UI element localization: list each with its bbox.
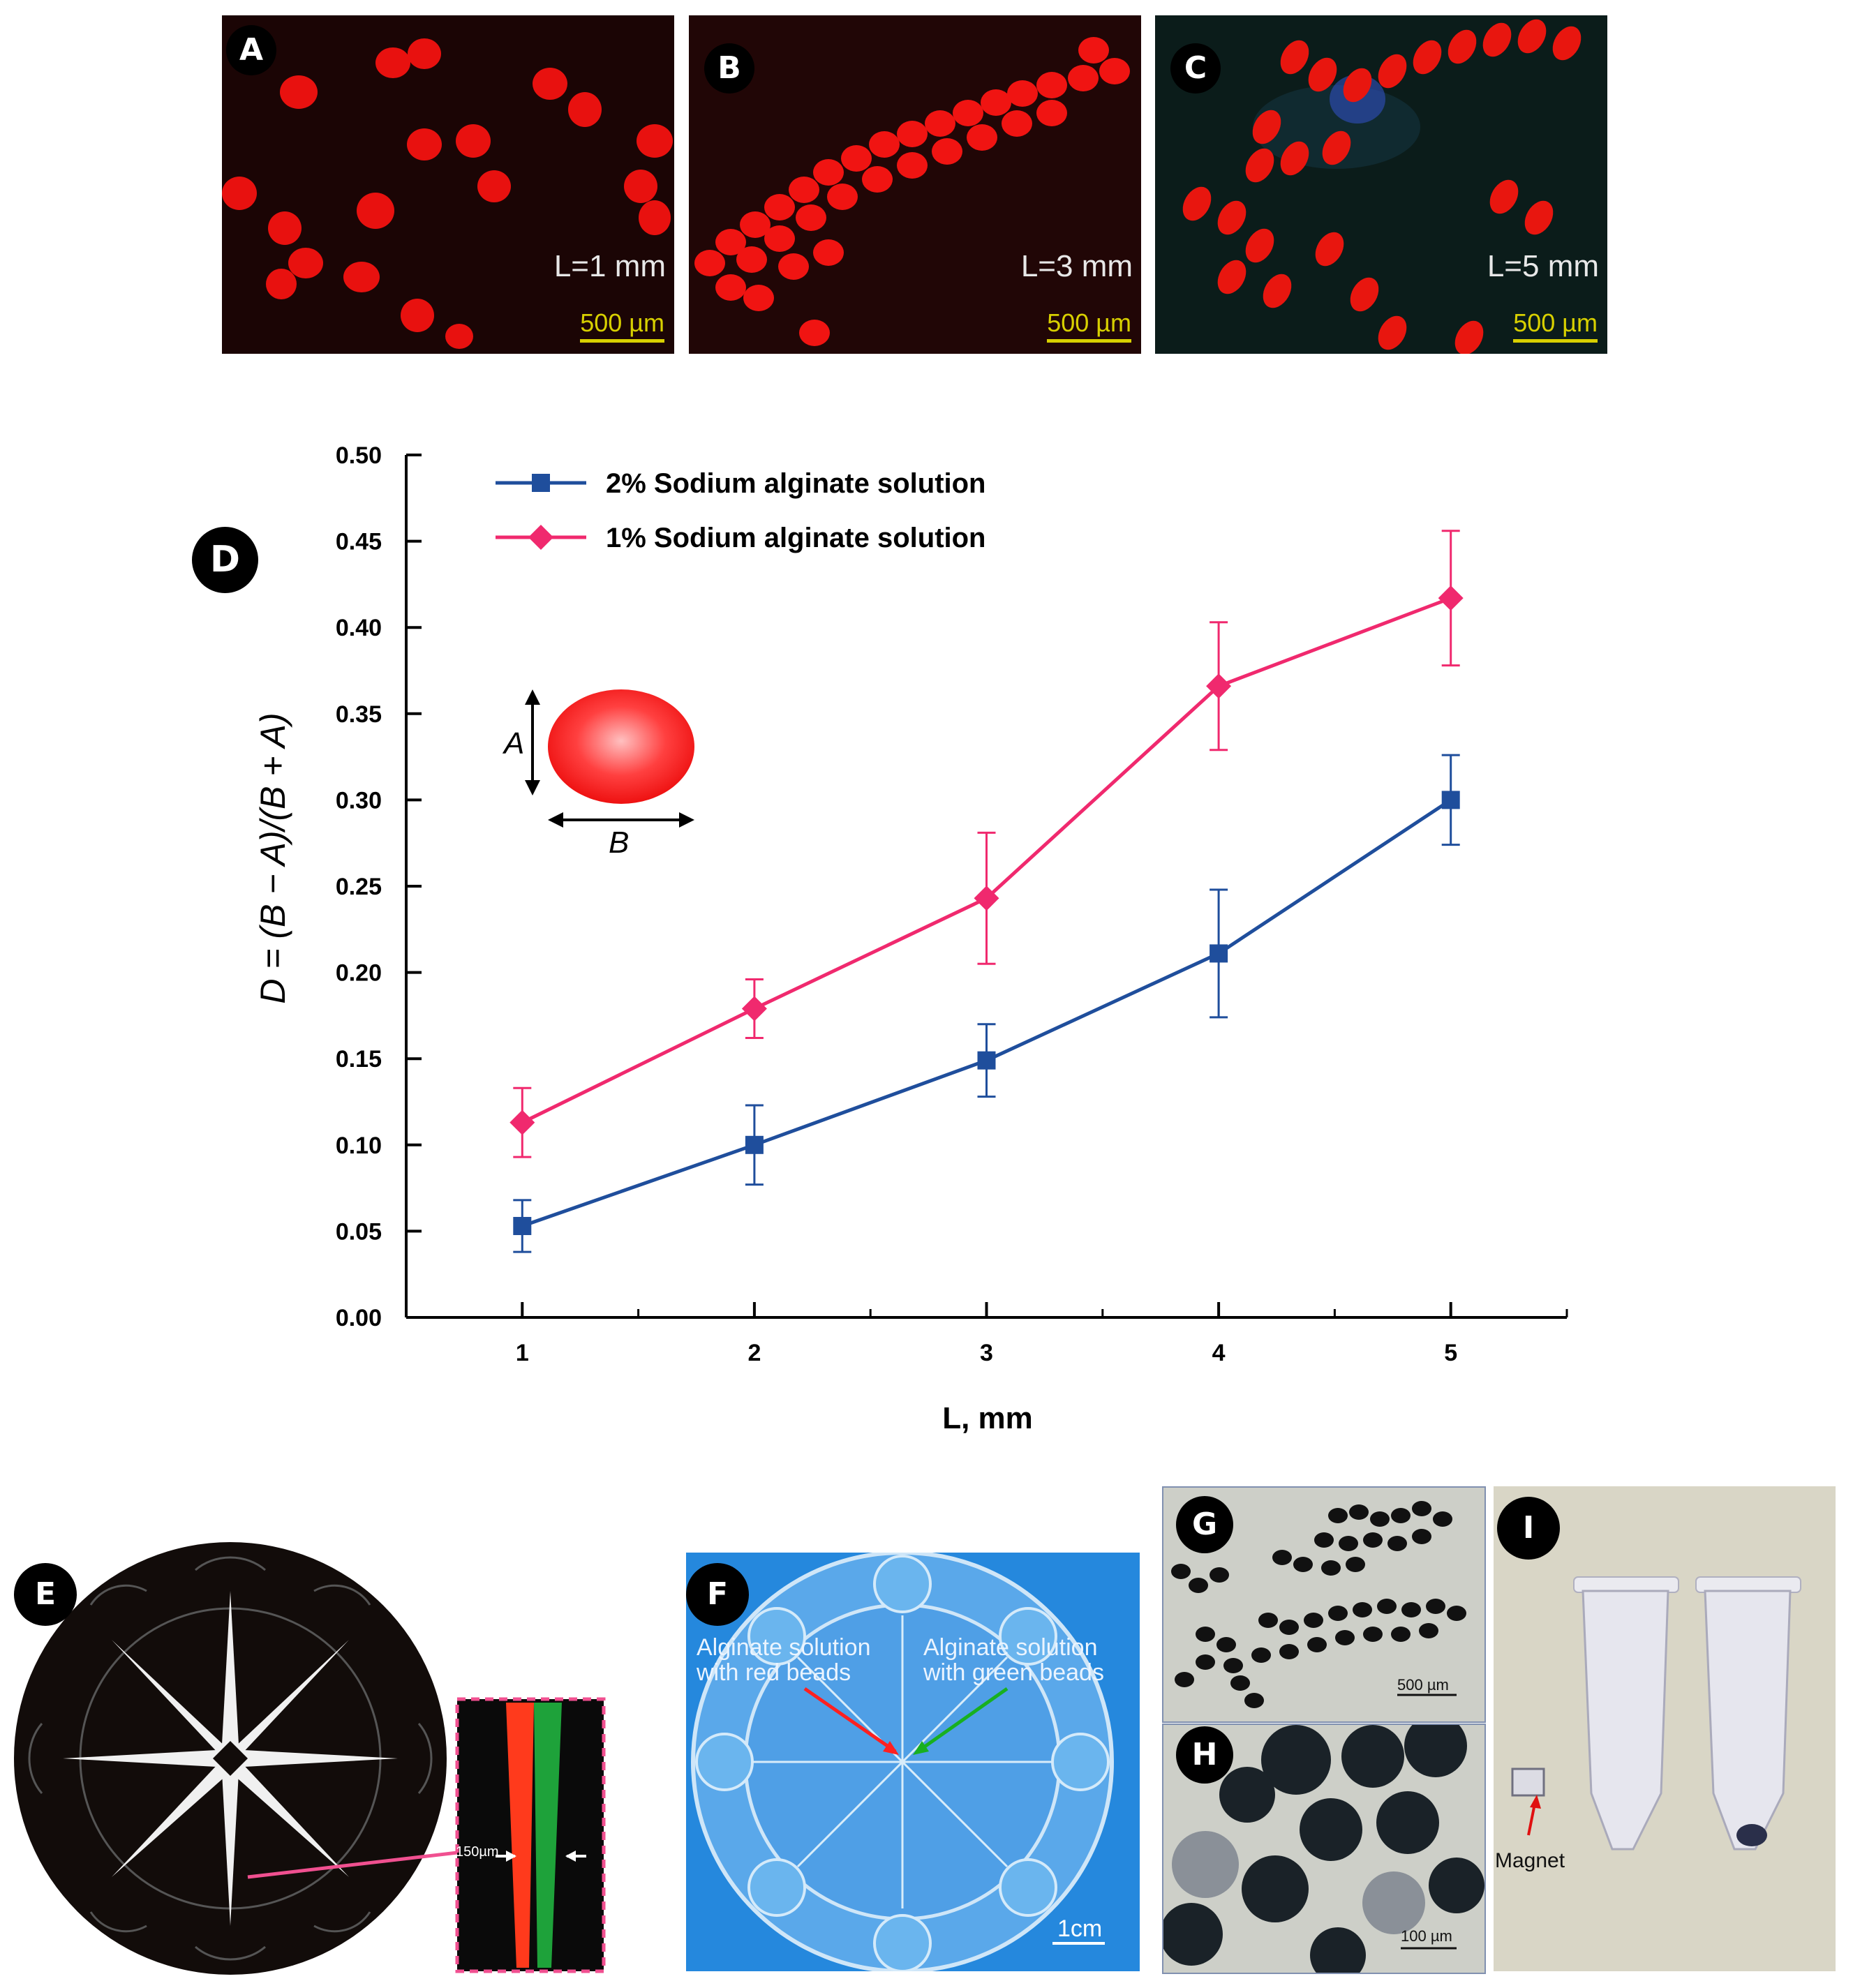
- legend-marker: [528, 525, 553, 550]
- y-tick-label: 0.05: [336, 1218, 382, 1245]
- micrograph-c: C L=5 mm 500 µm: [1155, 15, 1607, 354]
- legend-marker: [532, 474, 550, 492]
- y-tick-label: 0.10: [336, 1133, 382, 1159]
- panel-badge-d: D: [192, 527, 258, 593]
- red-beads-image-c: [1155, 15, 1607, 354]
- panel-badge-f: F: [686, 1563, 749, 1626]
- inset-label-a: A: [502, 726, 524, 761]
- chart-series: [509, 530, 1464, 1253]
- red-beads-image-a: [222, 15, 674, 354]
- scale-bar-a: 500 µm: [580, 308, 664, 343]
- label-red-beads: Alginate solution with red beads: [697, 1634, 871, 1686]
- y-axis-label: D = (B − A)/(B + A): [253, 712, 292, 1003]
- scale-bar-h: 100 µm: [1401, 1927, 1452, 1945]
- series-1: [513, 754, 1460, 1253]
- scale-bar-b: 500 µm: [1047, 308, 1131, 343]
- ellipse-shape: [548, 689, 694, 804]
- chip-photo-f: Alginate solution with red beads Alginat…: [686, 1553, 1140, 1971]
- tubes-image: [1494, 1486, 1836, 1971]
- y-tick-label: 0.30: [336, 787, 382, 814]
- red-beads-image-b: [689, 15, 1141, 354]
- micrograph-g: 500 µm G: [1162, 1486, 1486, 1723]
- panel-badge-e: E: [14, 1563, 77, 1626]
- panel-badge-c: C: [1170, 43, 1221, 94]
- x-tick-label: 3: [980, 1340, 993, 1366]
- chart-axes: 0.00 0.05 0.10 0.15 0.20 0.25 0.30 0.35 0.40 0.45…: [336, 442, 1568, 1366]
- legend-label: 2% Sodium alginate solution: [606, 468, 986, 499]
- data-point: [745, 1135, 764, 1154]
- scale-bar-f: 1cm: [1057, 1915, 1103, 1942]
- scale-bar-c: 500 µm: [1513, 308, 1598, 343]
- x-tick-label: 1: [516, 1340, 529, 1366]
- inset-label-b: B: [609, 825, 629, 860]
- data-point: [509, 1109, 535, 1135]
- chip-design-e: 150µm E: [0, 1528, 614, 1975]
- x-tick-label: 4: [1212, 1340, 1226, 1366]
- x-axis-label: L, mm: [942, 1401, 1033, 1435]
- x-tick-label: 5: [1444, 1340, 1457, 1366]
- tube-photo-i: Magnet I: [1494, 1486, 1836, 1971]
- chip-diagram: [14, 1542, 606, 1975]
- length-label-b: L=3 mm: [1020, 249, 1133, 283]
- y-tick-label: 0.00: [336, 1305, 382, 1331]
- length-label-a: L=1 mm: [553, 249, 666, 283]
- data-point: [1210, 944, 1228, 963]
- micrograph-h: 100 µm H: [1162, 1724, 1486, 1974]
- data-point: [513, 1216, 532, 1235]
- y-tick-label: 0.40: [336, 615, 382, 641]
- ellipse-inset: A B: [502, 689, 694, 860]
- data-point: [741, 996, 767, 1022]
- panel-badge-b: B: [704, 43, 754, 94]
- chip-photo-image: [686, 1553, 1140, 1971]
- data-point: [1441, 791, 1460, 809]
- y-tick-label: 0.50: [336, 442, 382, 469]
- chart-legend: 2% Sodium alginate solution 1% Sodium alg…: [496, 468, 986, 553]
- deformation-chart: 0.00 0.05 0.10 0.15 0.20 0.25 0.30 0.35 0.40 0.45…: [253, 442, 1568, 1435]
- legend-label: 1% Sodium alginate solution: [606, 523, 986, 553]
- y-tick-label: 0.20: [336, 960, 382, 987]
- y-tick-label: 0.15: [336, 1046, 382, 1073]
- magnet-label: Magnet: [1495, 1849, 1565, 1872]
- series-2: [509, 530, 1464, 1158]
- micrograph-a: A L=1 mm 500 µm: [222, 15, 674, 354]
- micrograph-b: B L=3 mm 500 µm: [689, 15, 1141, 354]
- panel-badge-h: H: [1176, 1726, 1233, 1784]
- y-tick-label: 0.35: [336, 701, 382, 728]
- inset-width-label: 150µm: [456, 1844, 499, 1860]
- data-point: [974, 885, 999, 911]
- data-point: [977, 1051, 996, 1070]
- y-tick-label: 0.45: [336, 529, 382, 555]
- scale-bar-g: 500 µm: [1397, 1676, 1449, 1694]
- panel-badge-g: G: [1176, 1496, 1233, 1553]
- panel-badge-i: I: [1497, 1497, 1560, 1560]
- data-point: [1206, 673, 1232, 699]
- label-green-beads: Alginate solution with green beads: [923, 1634, 1104, 1686]
- y-tick-label: 0.25: [336, 874, 382, 900]
- x-tick-label: 2: [747, 1340, 761, 1366]
- panel-badge-a: A: [226, 25, 276, 75]
- data-point: [1438, 585, 1464, 611]
- length-label-c: L=5 mm: [1487, 249, 1599, 283]
